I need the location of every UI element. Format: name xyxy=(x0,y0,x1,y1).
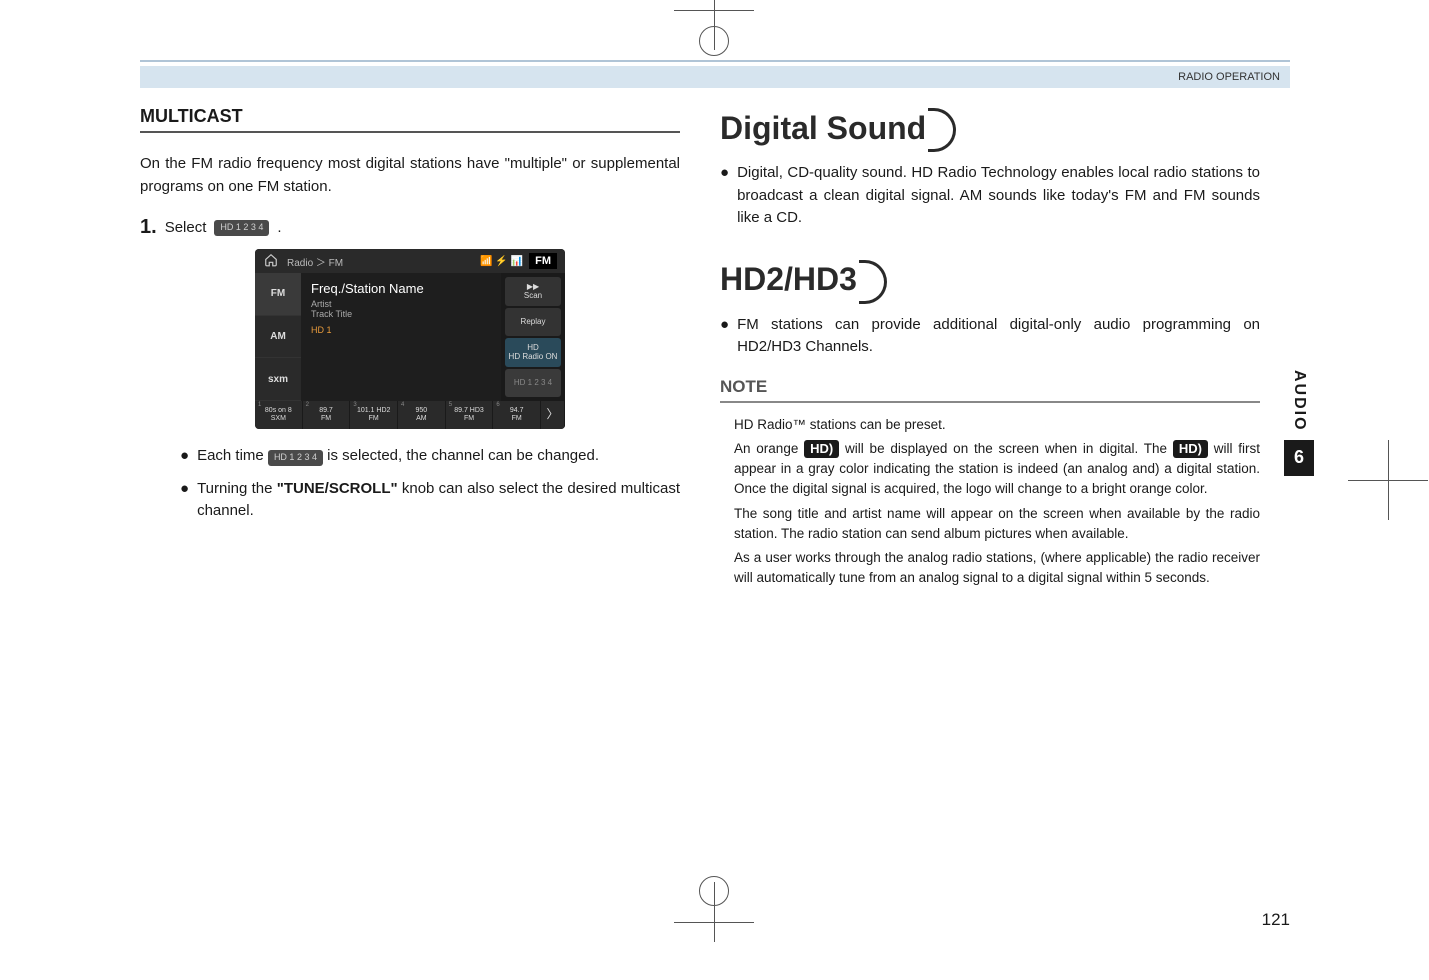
side-chapter-number: 6 xyxy=(1284,440,1314,476)
ss-scan: ▶▶ Scan xyxy=(505,277,561,306)
bullet-text: Digital, CD-quality sound. HD Radio Tech… xyxy=(737,162,1260,230)
bullet-text: Turning the "TUNE/SCROLL" knob can also … xyxy=(197,478,680,523)
status-icons: 📶 ⚡ 📊 xyxy=(480,256,523,267)
note-text: As a user works through the analog radio… xyxy=(720,548,1260,589)
header-breadcrumb: RADIO OPERATION xyxy=(1178,71,1280,83)
digital-sound-logo: Digital Sound xyxy=(720,106,956,150)
bullet-text: FM stations can provide additional digit… xyxy=(737,314,1260,359)
bullet-dot: ● xyxy=(720,162,729,230)
section-title: MULTICAST xyxy=(140,106,680,133)
ss-topbar: Radio ＞ FM 📶 ⚡ 📊 FM xyxy=(255,249,565,273)
ss-tab-am: AM xyxy=(255,316,301,359)
step-number: 1. xyxy=(140,216,157,239)
ss-preset-next: 〉 xyxy=(541,401,565,429)
ss-body: FM AM sxm Freq./Station Name Artist Trac… xyxy=(255,273,565,401)
ss-tab-fm: FM xyxy=(255,273,301,316)
ss-breadcrumb: Radio ＞ FM xyxy=(279,254,480,269)
hd-multicast-chip: HD 1 2 3 4 xyxy=(214,220,269,236)
page: RADIO OPERATION MULTICAST On the FM radi… xyxy=(140,60,1290,880)
bullet-item: ● Digital, CD-quality sound. HD Radio Te… xyxy=(720,162,1260,230)
ss-artist: Artist xyxy=(311,299,491,309)
note-text: HD Radio™ stations can be preset. xyxy=(720,415,1260,435)
left-column: MULTICAST On the FM radio frequency most… xyxy=(140,106,680,593)
step-text-after: . xyxy=(277,219,281,236)
ss-preset: 4950AM xyxy=(398,401,446,429)
ss-freq: Freq./Station Name xyxy=(311,281,491,296)
step-text: Select xyxy=(165,219,207,236)
ss-presets: 180s on 8SXM 289.7FM 3101.1 HD2FM 4950AM… xyxy=(255,401,565,429)
ss-track: Track Title xyxy=(311,309,491,319)
note-text: The song title and artist name will appe… xyxy=(720,504,1260,545)
header-rule xyxy=(140,60,1290,62)
columns: MULTICAST On the FM radio frequency most… xyxy=(140,106,1290,593)
hd-multicast-chip: HD 1 2 3 4 xyxy=(268,450,323,466)
radio-screenshot: Radio ＞ FM 📶 ⚡ 📊 FM FM AM sxm Freq./Stat… xyxy=(255,249,565,429)
bullet-dot: ● xyxy=(180,478,189,523)
hd2-hd3-logo: HD2/HD3 xyxy=(720,258,887,302)
crop-mark xyxy=(699,26,729,56)
right-column: Digital Sound ● Digital, CD-quality soun… xyxy=(720,106,1260,593)
bullet-item: ● Each time HD 1 2 3 4 is selected, the … xyxy=(180,445,680,468)
ss-replay: Replay xyxy=(505,308,561,337)
bullet-text: Each time HD 1 2 3 4 is selected, the ch… xyxy=(197,445,599,468)
intro-text: On the FM radio frequency most digital s… xyxy=(140,153,680,198)
ss-preset: 289.7FM xyxy=(303,401,351,429)
logo-curve-icon xyxy=(928,108,956,152)
bullet-dot: ● xyxy=(180,445,189,468)
ss-preset: 694.7FM xyxy=(493,401,541,429)
ss-preset: 3101.1 HD2FM xyxy=(350,401,398,429)
left-bullets: ● Each time HD 1 2 3 4 is selected, the … xyxy=(140,445,680,523)
logo-curve-icon xyxy=(859,260,887,304)
note-text: An orange HD) will be displayed on the s… xyxy=(720,439,1260,500)
ss-multicast: HD 1 2 3 4 xyxy=(505,369,561,398)
bullet-item: ● FM stations can provide additional dig… xyxy=(720,314,1260,359)
bullet-item: ● Turning the "TUNE/SCROLL" knob can als… xyxy=(180,478,680,523)
crop-mark xyxy=(699,876,729,906)
ss-right-buttons: ▶▶ Scan Replay HD HD Radio ON HD 1 2 3 4 xyxy=(501,273,565,401)
crop-mark xyxy=(1348,480,1428,481)
ss-preset: 180s on 8SXM xyxy=(255,401,303,429)
ss-main: Freq./Station Name Artist Track Title HD… xyxy=(301,273,501,401)
side-tab: AUDIO 6 xyxy=(1284,370,1314,476)
ss-tab-sxm: sxm xyxy=(255,358,301,401)
ss-hd-indicator: HD 1 xyxy=(311,325,491,335)
hd-badge-icon: HD) xyxy=(804,440,839,458)
ss-hdradio: HD HD Radio ON xyxy=(505,338,561,367)
step-1: 1. Select HD 1 2 3 4 . xyxy=(140,216,680,239)
ss-side-tabs: FM AM sxm xyxy=(255,273,301,401)
ss-band-label: FM xyxy=(529,253,557,269)
home-icon xyxy=(263,253,279,270)
ss-preset: 589.7 HD3FM xyxy=(446,401,494,429)
side-section-label: AUDIO xyxy=(1290,370,1308,432)
hd-badge-icon: HD) xyxy=(1173,440,1208,458)
header-bar: RADIO OPERATION xyxy=(140,66,1290,88)
note-heading: NOTE xyxy=(720,377,1260,403)
page-number: 121 xyxy=(1262,910,1290,930)
bullet-dot: ● xyxy=(720,314,729,359)
